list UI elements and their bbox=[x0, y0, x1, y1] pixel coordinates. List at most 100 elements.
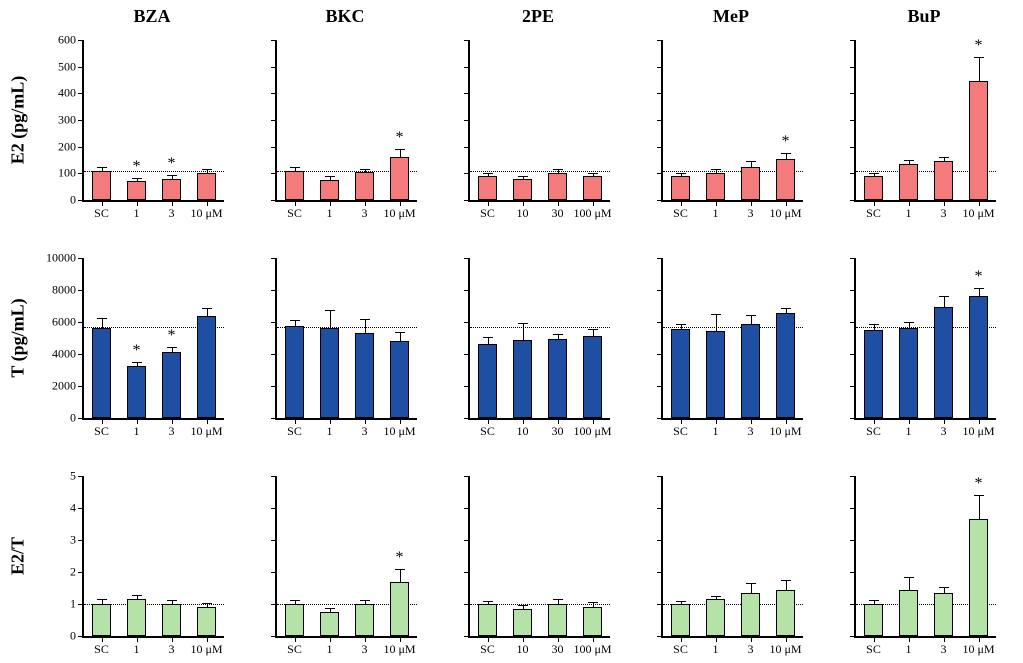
column-title: BuP bbox=[907, 6, 940, 27]
x-tick-label: 10 μM bbox=[962, 200, 994, 221]
error-bar-cap bbox=[395, 569, 405, 570]
bar bbox=[285, 604, 303, 636]
y-tick-label: 6000 bbox=[52, 315, 84, 330]
error-bar-cap bbox=[97, 599, 107, 600]
plot-area: SC13*10 μM bbox=[275, 40, 417, 202]
bar bbox=[355, 604, 373, 636]
bar bbox=[864, 176, 882, 200]
error-bar-cap bbox=[676, 601, 686, 602]
row-axis-label: T (pg/mL) bbox=[8, 298, 29, 377]
plot-area: SC13*10 μM bbox=[854, 258, 996, 420]
error-bar-cap bbox=[167, 347, 177, 348]
x-tick-label: 10 bbox=[517, 200, 529, 221]
x-tick-label: 3 bbox=[748, 418, 754, 439]
error-bar-cap bbox=[483, 173, 493, 174]
error-bar-cap bbox=[483, 601, 493, 602]
error-bar-cap bbox=[202, 169, 212, 170]
x-tick-label: 10 bbox=[517, 418, 529, 439]
error-bar-cap bbox=[553, 599, 563, 600]
error-bar bbox=[488, 337, 489, 344]
y-tick bbox=[850, 290, 856, 291]
x-tick-label: 1 bbox=[713, 200, 719, 221]
bar bbox=[776, 159, 794, 200]
x-tick-label: 10 μM bbox=[383, 200, 415, 221]
y-tick-label: 200 bbox=[58, 139, 84, 154]
y-tick bbox=[464, 636, 470, 637]
bar bbox=[706, 173, 724, 200]
error-bar-cap bbox=[553, 334, 563, 335]
y-tick bbox=[850, 572, 856, 573]
bar bbox=[162, 352, 180, 418]
y-tick bbox=[271, 147, 277, 148]
y-tick bbox=[271, 93, 277, 94]
x-tick-label: SC bbox=[94, 200, 109, 221]
bar bbox=[390, 157, 408, 200]
error-bar-cap bbox=[869, 324, 879, 325]
chart-panel: SC13*10 μM bbox=[275, 40, 415, 200]
x-tick-label: 1 bbox=[713, 636, 719, 657]
chart-panel: SC1030100 μM bbox=[468, 258, 608, 418]
x-tick-label: SC bbox=[94, 636, 109, 657]
y-tick-label: 2000 bbox=[52, 379, 84, 394]
reference-line bbox=[470, 171, 610, 172]
chart-panel: 0200040006000800010000SC*1*310 μM bbox=[82, 258, 222, 418]
bar bbox=[320, 612, 338, 636]
column-title: BKC bbox=[325, 6, 364, 27]
y-tick bbox=[464, 290, 470, 291]
y-tick bbox=[271, 508, 277, 509]
bar bbox=[513, 340, 531, 418]
y-tick bbox=[464, 322, 470, 323]
y-tick-label: 600 bbox=[58, 33, 84, 48]
x-tick-label: 3 bbox=[362, 418, 368, 439]
column-title: BZA bbox=[133, 6, 170, 27]
y-tick bbox=[464, 120, 470, 121]
y-tick bbox=[464, 540, 470, 541]
y-tick-label: 100 bbox=[58, 166, 84, 181]
y-tick-label: 4000 bbox=[52, 347, 84, 362]
y-tick bbox=[271, 290, 277, 291]
bar bbox=[285, 171, 303, 200]
plot-area: SC1030100 μM bbox=[468, 258, 610, 420]
y-tick bbox=[464, 508, 470, 509]
error-bar bbox=[944, 296, 945, 306]
y-tick bbox=[850, 386, 856, 387]
bar bbox=[583, 336, 601, 418]
x-tick-label: 10 μM bbox=[190, 636, 222, 657]
y-tick-label: 0 bbox=[70, 411, 84, 426]
y-tick bbox=[850, 200, 856, 201]
y-tick bbox=[850, 93, 856, 94]
y-tick bbox=[850, 147, 856, 148]
x-tick-label: 3 bbox=[941, 636, 947, 657]
y-tick bbox=[657, 508, 663, 509]
error-bar-cap bbox=[711, 314, 721, 315]
row-axis-label: E2 (pg/mL) bbox=[8, 76, 29, 165]
error-bar-cap bbox=[939, 587, 949, 588]
y-tick bbox=[464, 200, 470, 201]
y-tick bbox=[657, 322, 663, 323]
x-tick-label: 3 bbox=[748, 636, 754, 657]
error-bar-cap bbox=[395, 332, 405, 333]
chart-panel: 012345SC1310 μM bbox=[82, 476, 222, 636]
bar bbox=[320, 180, 338, 200]
error-bar-cap bbox=[974, 495, 984, 496]
plot-area: SC1030100 μM bbox=[468, 476, 610, 638]
x-tick-label: SC bbox=[480, 200, 495, 221]
y-tick bbox=[464, 93, 470, 94]
bar bbox=[162, 604, 180, 636]
error-bar bbox=[365, 319, 366, 333]
error-bar-cap bbox=[132, 178, 142, 179]
y-tick bbox=[657, 200, 663, 201]
bar bbox=[197, 173, 215, 200]
bar bbox=[513, 179, 531, 200]
y-tick bbox=[464, 354, 470, 355]
x-tick-label: SC bbox=[480, 636, 495, 657]
error-bar-cap bbox=[290, 320, 300, 321]
chart-panel: SC13*10 μM bbox=[854, 476, 994, 636]
error-bar bbox=[400, 149, 401, 157]
bar bbox=[583, 607, 601, 636]
y-tick bbox=[850, 476, 856, 477]
y-tick bbox=[271, 354, 277, 355]
plot-area: 012345SC1310 μM bbox=[82, 476, 224, 638]
bar bbox=[776, 313, 794, 418]
bar bbox=[934, 161, 952, 200]
